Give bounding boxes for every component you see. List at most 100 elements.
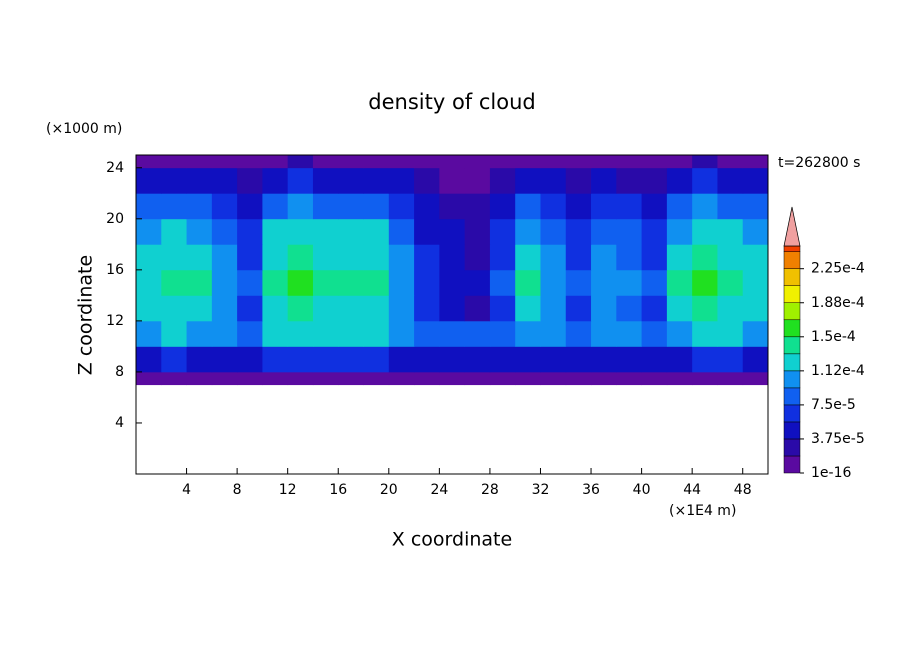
field-cell (312, 269, 339, 296)
field-cell (666, 346, 693, 373)
field-cell (211, 218, 238, 245)
field-cell (565, 346, 592, 373)
field-cell (363, 193, 390, 220)
colorbar-label: 1e-16 (811, 465, 851, 481)
field-cell (464, 167, 491, 194)
field-cell (692, 244, 718, 271)
field-cell (136, 320, 162, 347)
field-cell (186, 193, 213, 220)
field-cell (262, 167, 289, 194)
field-cell (363, 295, 390, 322)
field-cell (136, 244, 162, 271)
field-cell (439, 218, 466, 245)
field-cell (515, 371, 541, 386)
field-cell (439, 193, 466, 220)
field-cell (211, 193, 238, 220)
field-cell (666, 269, 693, 296)
x-tick-label: 16 (329, 482, 347, 498)
field-cell (161, 155, 187, 169)
y-tick-label: 24 (106, 160, 124, 176)
field-cell (591, 346, 617, 373)
field-cell (312, 218, 339, 245)
field-cell (666, 320, 693, 347)
field-cell (312, 155, 339, 169)
field-cell (262, 320, 289, 347)
field-cell (591, 269, 617, 296)
field-cell (540, 371, 567, 386)
colorbar-band (783, 387, 801, 406)
x-tick-label: 20 (380, 482, 398, 498)
field-cell (262, 218, 289, 245)
y-tick-label: 12 (106, 313, 124, 329)
field-cell (540, 295, 567, 322)
field-cell (338, 155, 364, 169)
field-cell (464, 244, 491, 271)
x-tick-label: 24 (430, 482, 448, 498)
field-cell (186, 346, 213, 373)
field-cell (489, 244, 516, 271)
field-cell (237, 167, 263, 194)
colorbar-label: 1.5e-4 (811, 329, 856, 345)
x-tick-label: 8 (233, 482, 242, 498)
field-cell (439, 167, 466, 194)
field-cell (414, 371, 440, 386)
field-cell (742, 244, 769, 271)
field-cell (591, 167, 617, 194)
field-cell (414, 295, 440, 322)
field-cell (489, 269, 516, 296)
field-cell (489, 218, 516, 245)
field-cell (565, 218, 592, 245)
field-cell (717, 269, 744, 296)
field-cell (414, 320, 440, 347)
field-cell (692, 193, 718, 220)
field-cell (540, 218, 567, 245)
field-cell (363, 155, 390, 169)
field-cell (692, 371, 718, 386)
field-cell (136, 269, 162, 296)
colorbar-extend (783, 206, 801, 247)
field-cell (388, 346, 415, 373)
field-cell (211, 295, 238, 322)
x-tick-label: 12 (279, 482, 297, 498)
field-cell (742, 155, 769, 169)
field-cell (616, 167, 642, 194)
field-cell (211, 244, 238, 271)
colorbar-band (783, 336, 801, 355)
field-cell (388, 320, 415, 347)
field-cell (363, 218, 390, 245)
y-axis-title: Z coordinate (75, 255, 97, 375)
field-cell (312, 167, 339, 194)
colorbar-label: 7.5e-5 (811, 397, 856, 413)
field-cell (717, 218, 744, 245)
field-cell (641, 167, 668, 194)
colorbar-label: 1.12e-4 (811, 363, 865, 379)
field-cell (237, 320, 263, 347)
field-cell (136, 218, 162, 245)
field-cell (186, 371, 213, 386)
field-cell (287, 269, 314, 296)
field-cell (742, 346, 769, 373)
field-cell (388, 167, 415, 194)
field-cell (312, 193, 339, 220)
field-cell (338, 295, 364, 322)
field-cell (363, 320, 390, 347)
field-cell (262, 193, 289, 220)
field-cell (414, 193, 440, 220)
field-cell (211, 346, 238, 373)
field-cell (262, 371, 289, 386)
field-cell (186, 320, 213, 347)
field-cell (439, 269, 466, 296)
field-cell (186, 167, 213, 194)
field-cell (237, 155, 263, 169)
chart-title: density of cloud (368, 90, 535, 114)
field-cell (540, 346, 567, 373)
field-cell (439, 320, 466, 347)
field-cell (616, 295, 642, 322)
colorbar-band (783, 353, 801, 372)
field (136, 155, 769, 386)
colorbar-band (783, 268, 801, 286)
field-cell (666, 193, 693, 220)
field-cell (717, 320, 744, 347)
field-cell (666, 244, 693, 271)
field-cell (161, 167, 187, 194)
